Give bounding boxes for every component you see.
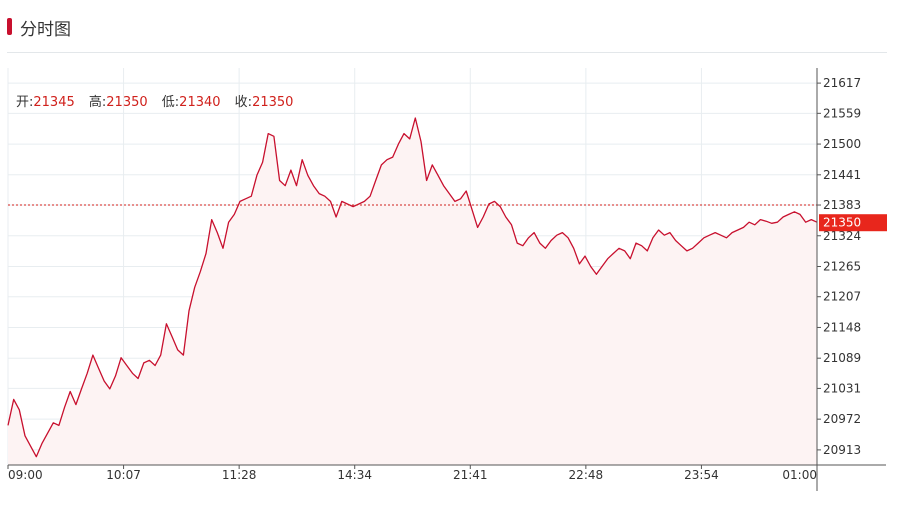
y-tick-label: 21089 bbox=[823, 351, 861, 365]
x-tick-label: 01:00 bbox=[782, 468, 817, 482]
y-tick-label: 21265 bbox=[823, 260, 861, 274]
high-summary: 高:21350 bbox=[89, 95, 148, 110]
panel-header: 分时图 bbox=[0, 0, 897, 52]
current-price-label: 21350 bbox=[823, 216, 861, 230]
x-tick-label: 21:41 bbox=[453, 468, 488, 482]
y-tick-label: 20913 bbox=[823, 443, 861, 457]
y-tick-label: 21148 bbox=[823, 320, 861, 334]
x-tick-label: 11:28 bbox=[222, 468, 257, 482]
y-tick-label: 21031 bbox=[823, 381, 861, 395]
y-tick-label: 21441 bbox=[823, 168, 861, 182]
open-value: 21345 bbox=[33, 95, 75, 110]
low-summary: 低:21340 bbox=[162, 95, 221, 110]
low-value: 21340 bbox=[179, 95, 221, 110]
current-price-badge bbox=[819, 214, 887, 232]
close-label: 收: bbox=[234, 95, 253, 110]
y-tick-label: 21617 bbox=[823, 76, 861, 90]
x-tick-label: 22:48 bbox=[569, 468, 604, 482]
open-label: 开: bbox=[16, 95, 34, 110]
high-value: 21350 bbox=[106, 95, 148, 110]
ohlc-summary: 开:21345 高:21350 低:21340 收:21350 bbox=[16, 91, 303, 110]
price-area-fill bbox=[8, 118, 817, 465]
y-tick-label: 21500 bbox=[823, 137, 861, 151]
x-tick-label: 09:00 bbox=[8, 468, 43, 482]
panel-title: 分时图 bbox=[20, 20, 71, 40]
close-summary: 收:21350 bbox=[235, 95, 294, 110]
y-tick-label: 21559 bbox=[823, 106, 861, 120]
open-summary: 开:21345 bbox=[16, 95, 75, 110]
y-tick-label: 21324 bbox=[823, 229, 861, 243]
close-value: 21350 bbox=[252, 95, 294, 110]
x-tick-label: 23:54 bbox=[684, 468, 719, 482]
y-tick-label: 20972 bbox=[823, 412, 861, 426]
price-line bbox=[7, 117, 818, 458]
y-tick-label: 21207 bbox=[823, 290, 861, 304]
x-tick-label: 10:07 bbox=[106, 468, 141, 482]
low-label: 低: bbox=[161, 95, 180, 110]
header-divider bbox=[7, 52, 887, 53]
high-label: 高: bbox=[88, 95, 107, 110]
title-accent-bar bbox=[7, 18, 12, 35]
y-tick-label: 21383 bbox=[823, 198, 861, 212]
x-tick-label: 14:34 bbox=[337, 468, 372, 482]
